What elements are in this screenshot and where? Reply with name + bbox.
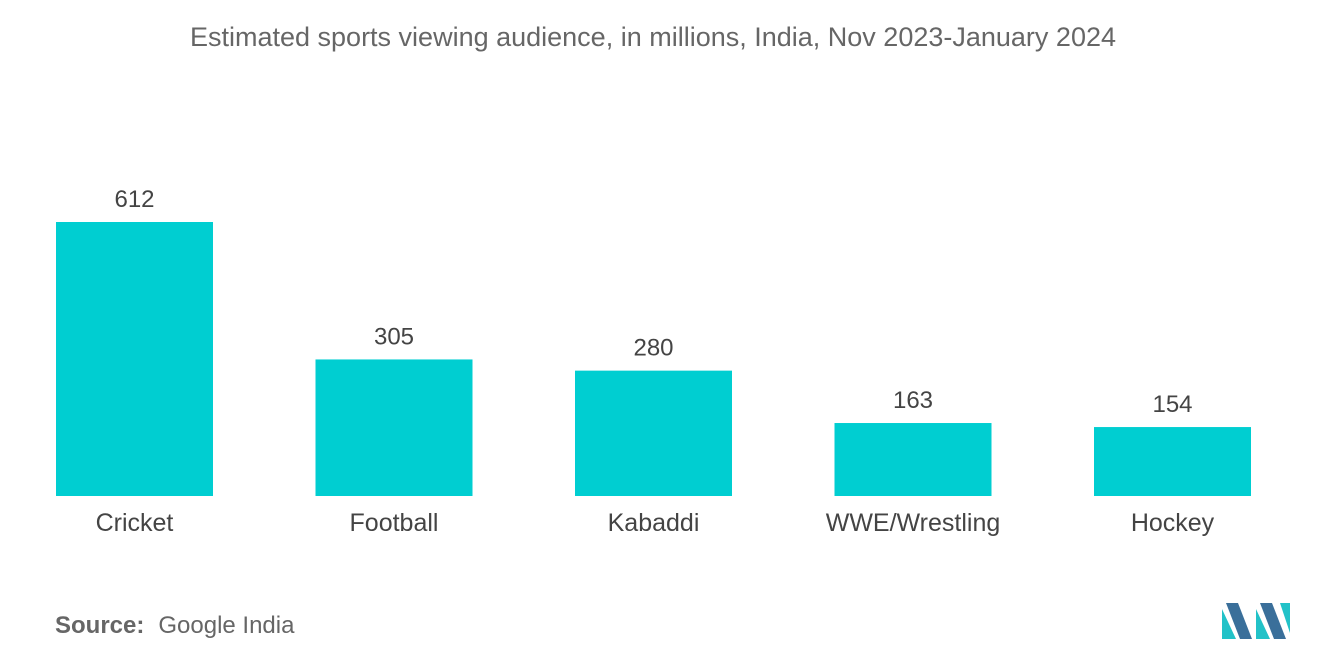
category-label: Cricket: [96, 509, 174, 537]
bars-layer: [56, 222, 1251, 496]
source-value: Google India: [158, 612, 295, 639]
chart-title: Estimated sports viewing audience, in mi…: [189, 22, 1116, 52]
logo-right-stroke: [1256, 609, 1270, 639]
logo-right-diagonal: [1260, 603, 1286, 639]
value-label: 280: [633, 335, 673, 362]
value-label: 305: [374, 323, 414, 350]
logo-left-diagonal: [1226, 603, 1252, 639]
mordor-intelligence-logo-icon: [1222, 603, 1290, 639]
logo-end-stroke: [1280, 603, 1290, 633]
category-label: WWE/Wrestling: [826, 509, 1001, 537]
category-label: Football: [350, 509, 439, 537]
bar-hockey: [1094, 427, 1251, 496]
value-labels-layer: 612 305 280 163 154: [114, 186, 1192, 418]
bar-chart: 612 305 280 163 154 Cricket Football Kabaddi WW…: [56, 186, 1251, 537]
bar-wwe-wrestling: [834, 423, 992, 496]
value-label: 163: [893, 387, 933, 414]
value-label: 612: [114, 186, 154, 213]
bar-kabaddi: [575, 370, 732, 496]
source-label: Source:: [55, 612, 145, 639]
category-labels-layer: Cricket Football Kabaddi WWE/Wrestling Hocke…: [96, 509, 1215, 537]
bar-cricket: [56, 222, 213, 496]
logo-left-stroke: [1222, 609, 1236, 639]
source-note: Source: Google India: [55, 612, 294, 640]
bar-football: [315, 359, 473, 496]
category-label: Hockey: [1131, 509, 1215, 537]
value-label: 154: [1152, 391, 1192, 418]
category-label: Kabaddi: [608, 509, 700, 537]
